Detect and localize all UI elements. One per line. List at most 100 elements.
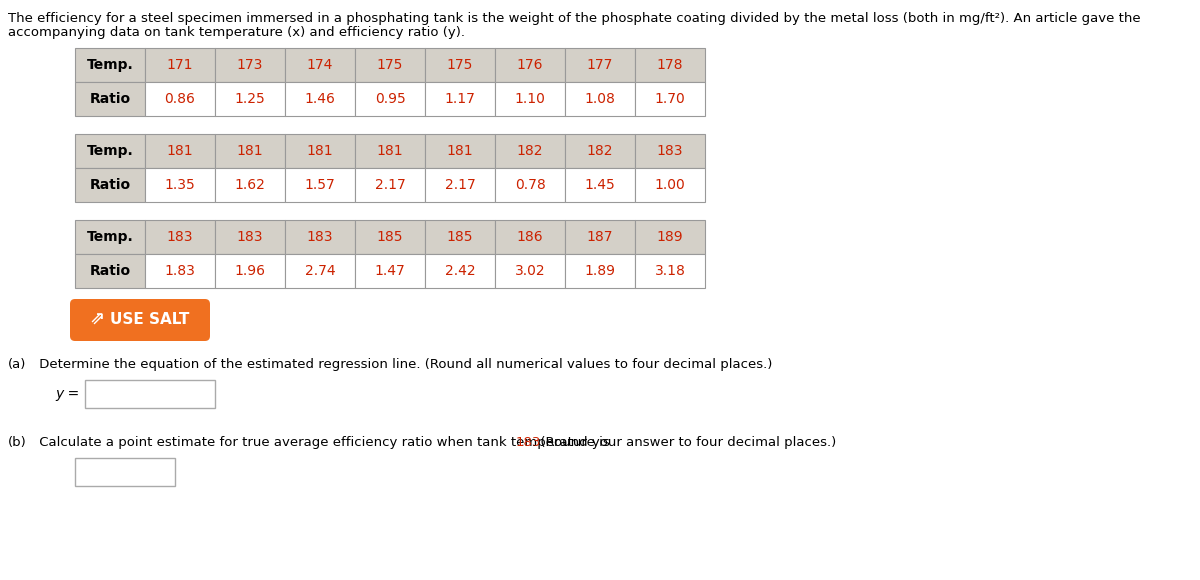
Text: 173: 173 [236, 58, 263, 72]
Bar [425, 82, 496, 116]
Bar [635, 168, 706, 202]
Text: USE SALT: USE SALT [110, 313, 190, 328]
Bar [286, 82, 355, 116]
Text: 1.00: 1.00 [655, 178, 685, 192]
Text: 1.57: 1.57 [305, 178, 335, 192]
Bar [496, 254, 565, 288]
Text: . (Round your answer to four decimal places.): . (Round your answer to four decimal pla… [532, 436, 836, 449]
Text: 0.95: 0.95 [374, 92, 406, 106]
Bar [565, 48, 635, 82]
Bar [565, 82, 635, 116]
Text: 1.17: 1.17 [444, 92, 475, 106]
Bar [565, 220, 635, 254]
Text: ⇗: ⇗ [90, 311, 104, 329]
Bar [85, 380, 215, 408]
Bar [425, 220, 496, 254]
Text: 1.46: 1.46 [305, 92, 336, 106]
Bar [635, 48, 706, 82]
Text: Temp.: Temp. [86, 230, 133, 244]
Bar [355, 134, 425, 168]
Bar [215, 82, 286, 116]
Text: 1.10: 1.10 [515, 92, 546, 106]
Text: 178: 178 [656, 58, 683, 72]
Bar [74, 220, 145, 254]
Bar [215, 220, 286, 254]
Text: 185: 185 [446, 230, 473, 244]
Text: 1.35: 1.35 [164, 178, 196, 192]
Bar [74, 168, 145, 202]
Text: 182: 182 [587, 144, 613, 158]
Bar [355, 220, 425, 254]
Text: 3.02: 3.02 [515, 264, 545, 278]
Text: 2.74: 2.74 [305, 264, 335, 278]
Bar [635, 220, 706, 254]
Text: 174: 174 [307, 58, 334, 72]
FancyBboxPatch shape [70, 299, 210, 341]
Bar [355, 48, 425, 82]
Bar [496, 168, 565, 202]
Bar [355, 254, 425, 288]
Text: 187: 187 [587, 230, 613, 244]
Bar [496, 48, 565, 82]
Text: 181: 181 [167, 144, 193, 158]
Text: accompanying data on tank temperature (x) and efficiency ratio (y).: accompanying data on tank temperature (x… [8, 26, 466, 39]
Text: (a): (a) [8, 358, 26, 371]
Text: 175: 175 [377, 58, 403, 72]
Text: 1.62: 1.62 [234, 178, 265, 192]
Bar [286, 134, 355, 168]
Text: Calculate a point estimate for true average efficiency ratio when tank temperatu: Calculate a point estimate for true aver… [35, 436, 614, 449]
Bar [145, 82, 215, 116]
Bar [215, 134, 286, 168]
Text: 183: 183 [236, 230, 263, 244]
Text: 186: 186 [517, 230, 544, 244]
Text: 183: 183 [307, 230, 334, 244]
Text: 181: 181 [236, 144, 263, 158]
Text: Temp.: Temp. [86, 144, 133, 158]
Text: Ratio: Ratio [90, 264, 131, 278]
Bar [496, 134, 565, 168]
Bar [215, 168, 286, 202]
Text: y =: y = [55, 387, 80, 401]
Bar [496, 220, 565, 254]
Bar [565, 134, 635, 168]
Bar [286, 48, 355, 82]
Bar [74, 458, 175, 486]
Bar [635, 254, 706, 288]
Text: Ratio: Ratio [90, 178, 131, 192]
Text: Ratio: Ratio [90, 92, 131, 106]
Text: 2.17: 2.17 [445, 178, 475, 192]
Text: Temp.: Temp. [86, 58, 133, 72]
Text: 2.42: 2.42 [445, 264, 475, 278]
Text: 183: 183 [656, 144, 683, 158]
Bar [496, 82, 565, 116]
Bar [425, 48, 496, 82]
Text: 1.47: 1.47 [374, 264, 406, 278]
Bar [74, 254, 145, 288]
Text: 189: 189 [656, 230, 683, 244]
Text: 1.96: 1.96 [234, 264, 265, 278]
Bar [286, 220, 355, 254]
Text: 1.45: 1.45 [584, 178, 616, 192]
Text: 176: 176 [517, 58, 544, 72]
Text: 185: 185 [377, 230, 403, 244]
Bar [355, 82, 425, 116]
Bar [215, 254, 286, 288]
Bar [425, 168, 496, 202]
Text: 1.25: 1.25 [235, 92, 265, 106]
Text: (b): (b) [8, 436, 26, 449]
Bar [145, 48, 215, 82]
Text: 1.83: 1.83 [164, 264, 196, 278]
Bar [635, 134, 706, 168]
Bar [286, 254, 355, 288]
Text: 183: 183 [515, 436, 541, 449]
Text: 3.18: 3.18 [654, 264, 685, 278]
Bar [635, 82, 706, 116]
Text: 1.89: 1.89 [584, 264, 616, 278]
Bar [215, 48, 286, 82]
Bar [145, 220, 215, 254]
Text: 171: 171 [167, 58, 193, 72]
Text: 0.78: 0.78 [515, 178, 545, 192]
Text: 0.86: 0.86 [164, 92, 196, 106]
Text: 181: 181 [446, 144, 473, 158]
Bar [425, 254, 496, 288]
